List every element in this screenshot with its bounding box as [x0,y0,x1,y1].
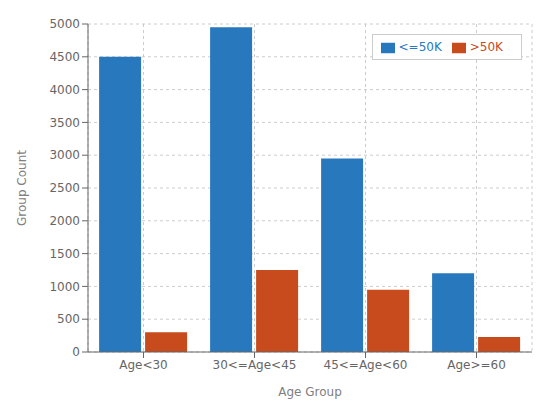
svg-text:3000: 3000 [49,148,80,162]
svg-text:2000: 2000 [49,214,80,228]
svg-text:45<=Age<60: 45<=Age<60 [324,358,408,372]
html-text:<=50K: <=50K [398,40,442,54]
svg-text:Group Count: Group Count [15,150,29,226]
svg-text:0: 0 [72,345,80,359]
svg-text:500: 500 [57,312,80,326]
svg-text:3500: 3500 [49,116,80,130]
svg-text:Age>=60: Age>=60 [447,358,506,372]
svg-text:4000: 4000 [49,83,80,97]
svg-text:4500: 4500 [49,50,80,64]
svg-text:1000: 1000 [49,280,80,294]
html-text:>50K: >50K [469,40,503,54]
svg-text:1500: 1500 [49,247,80,261]
svg-text:30<=Age<45: 30<=Age<45 [213,358,297,372]
svg-text:5000: 5000 [49,17,80,31]
svg-text:Age Group: Age Group [278,385,342,399]
svg-text:2500: 2500 [49,181,80,195]
svg-text:Age<30: Age<30 [119,358,168,372]
